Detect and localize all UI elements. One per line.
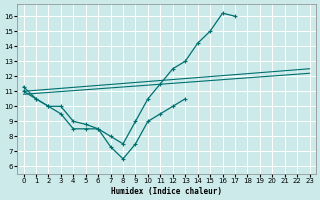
X-axis label: Humidex (Indice chaleur): Humidex (Indice chaleur) [111,187,222,196]
